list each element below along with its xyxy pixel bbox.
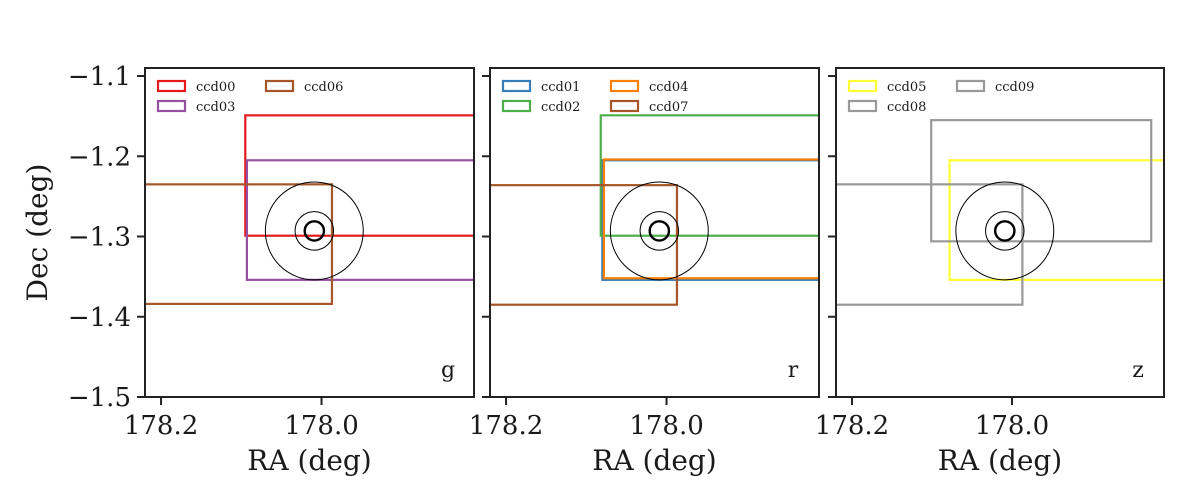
legend-label-ccd06: ccd06 — [304, 80, 343, 95]
x-tick-label: 178.2 — [124, 411, 198, 441]
y-tick-label: −1.4 — [68, 303, 131, 333]
plot-area — [490, 114, 819, 306]
plot-area — [145, 114, 474, 306]
x-tick-label: 178.0 — [975, 411, 1049, 441]
x-tick-label: 178.0 — [284, 411, 358, 441]
legend-swatch-ccd04 — [609, 79, 640, 93]
target-circle — [985, 211, 1025, 251]
ccd-footprint-ccd02 — [599, 114, 819, 237]
target-circle — [639, 211, 680, 251]
axes-frame — [835, 67, 1165, 398]
axes-frame — [489, 67, 820, 398]
band-label: g — [441, 358, 455, 383]
ccd-footprint-ccd07 — [490, 184, 679, 306]
ccd-footprint-ccd00 — [244, 114, 474, 237]
y-tick-label: −1.2 — [68, 142, 131, 172]
legend: ccd05 ccd08 ccd09 — [847, 79, 1034, 115]
panel-z: 178.2 178.0RA (deg) z ccd05 ccd08 ccd09 — [815, 67, 1165, 477]
ccd-footprint-ccd09 — [930, 119, 1153, 243]
x-tick-label: 178.0 — [629, 411, 703, 441]
legend-swatch-ccd09 — [955, 79, 986, 93]
x-tick-label: 178.2 — [815, 411, 889, 441]
legend-label-ccd08: ccd08 — [887, 100, 926, 115]
ccd-footprint-ccd01 — [601, 159, 819, 281]
legend-label-ccd04: ccd04 — [649, 80, 688, 95]
legend-label-ccd09: ccd09 — [995, 80, 1034, 95]
legend-swatch-ccd03 — [156, 99, 187, 113]
legend: ccd00 ccd03 ccd06 — [156, 79, 343, 115]
target-circle — [294, 211, 335, 251]
y-axis-title: Dec (deg) — [21, 164, 54, 302]
legend-label-ccd01: ccd01 — [541, 80, 580, 95]
target-circle — [993, 220, 1016, 242]
y-tick-label: −1.3 — [68, 223, 131, 253]
ccd-footprint-ccd06 — [145, 183, 334, 306]
legend-label-ccd00: ccd00 — [196, 80, 235, 95]
ccd-footprint-ccd03 — [245, 159, 474, 281]
target-circle — [303, 220, 326, 242]
legend-label-ccd07: ccd07 — [649, 100, 688, 115]
plot-area — [836, 119, 1164, 306]
legend-label-ccd03: ccd03 — [196, 100, 235, 115]
x-axis-title: RA (deg) — [592, 444, 716, 477]
legend-swatch-ccd06 — [264, 79, 295, 93]
x-axis-title: RA (deg) — [247, 444, 371, 477]
ccd-footprint-ccd04 — [602, 158, 819, 280]
x-axis-title: RA (deg) — [938, 444, 1062, 477]
legend-swatch-ccd05 — [847, 79, 878, 93]
x-tick-label: 178.2 — [469, 411, 543, 441]
legend-swatch-ccd02 — [501, 99, 532, 113]
target-circle — [264, 181, 364, 281]
panel-r: 178.2 178.0RA (deg) r ccd01 ccd02 ccd04 ccd07 — [469, 67, 820, 477]
legend: ccd01 ccd02 ccd04 ccd07 — [501, 79, 688, 115]
target-circle — [955, 181, 1055, 281]
legend-swatch-ccd00 — [156, 79, 187, 93]
target-circle — [648, 220, 671, 242]
band-label: r — [788, 358, 799, 383]
target-circle — [609, 181, 709, 281]
y-tick-label: −1.5 — [68, 383, 131, 413]
legend-swatch-ccd08 — [847, 99, 878, 113]
legend-swatch-ccd01 — [501, 79, 532, 93]
legend-label-ccd05: ccd05 — [887, 80, 926, 95]
y-tick-label: −1.1 — [68, 62, 131, 92]
band-label: z — [1132, 358, 1144, 383]
panel-g: 178.2 178.0 −1.1 −1.2 −1.3 −1.4 −1.5 RA (deg) De… — [21, 62, 475, 477]
ccd-footprint-ccd05 — [948, 159, 1164, 281]
ccd-footprint-ccd08 — [836, 183, 1024, 306]
legend-swatch-ccd07 — [609, 99, 640, 113]
legend-label-ccd02: ccd02 — [541, 100, 580, 115]
axes-frame — [144, 67, 475, 398]
